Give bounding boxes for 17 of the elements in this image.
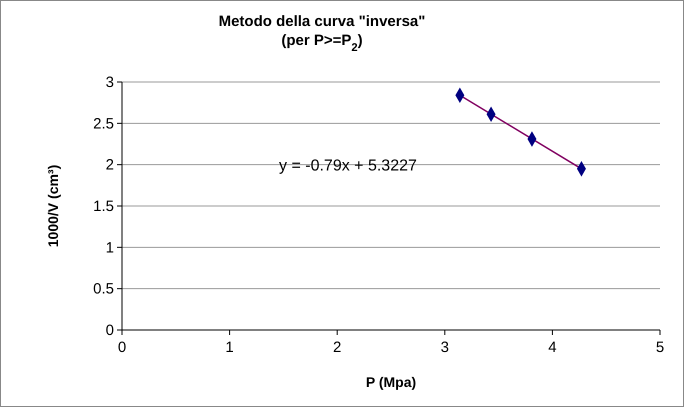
y-tick-label: 1.5 <box>93 198 114 215</box>
x-tick-label: 0 <box>118 339 126 356</box>
y-tick-label: 3 <box>106 74 114 91</box>
x-tick-label: 3 <box>440 339 449 356</box>
annotation: y = -0.79x + 5.3227 <box>279 158 417 175</box>
y-tick-label: 2 <box>106 156 114 174</box>
chart-title: Metodo della curva "inversa" (per P>=P$_{2}$) <box>218 13 426 54</box>
y-axis-title: 1000/V (cm³) <box>45 164 61 248</box>
x-tick-label: 5 <box>656 339 664 356</box>
y-tick-label: 0.5 <box>93 280 114 298</box>
y-tick-label: 2.5 <box>93 115 114 132</box>
y-tick-label: 0 <box>106 322 114 339</box>
x-tick-label: 2 <box>333 339 342 356</box>
y-tick-label: 1 <box>106 239 114 256</box>
x-tick-label: 1 <box>225 339 234 356</box>
x-tick-label: 4 <box>548 339 557 356</box>
x-axis-title: P (Mpa) <box>366 374 416 390</box>
